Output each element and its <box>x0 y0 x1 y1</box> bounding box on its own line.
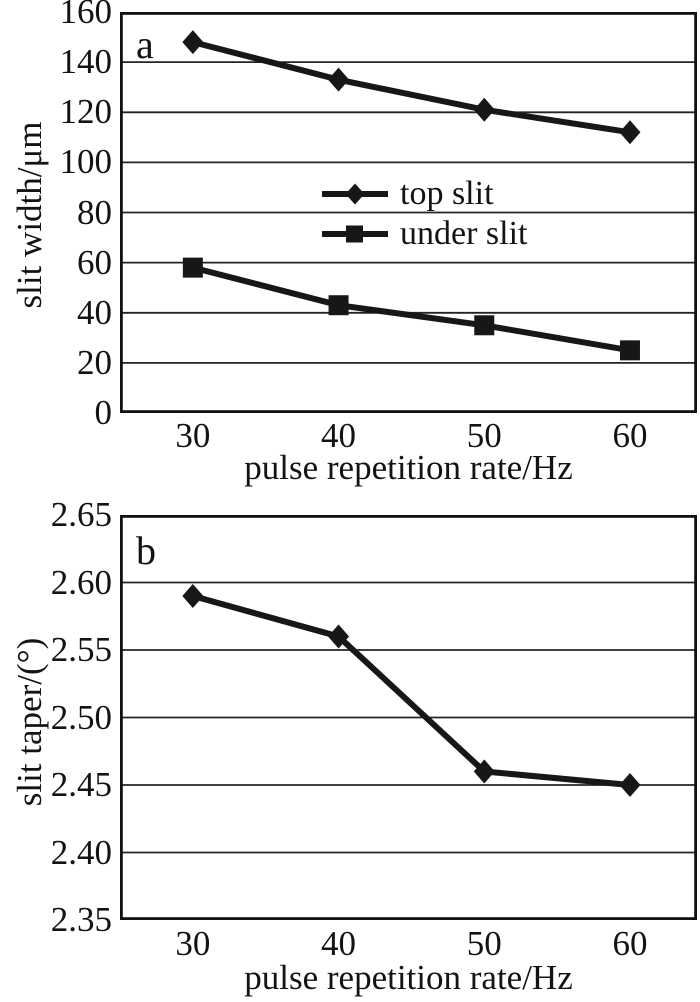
legend: top slit under slit <box>322 174 527 254</box>
diamond-marker-icon <box>619 120 641 145</box>
diamond-marker-icon <box>182 30 204 55</box>
y-tick-label: 2.65 <box>50 495 112 534</box>
y-tick-label: 2.50 <box>50 697 112 737</box>
x-tick-label: 30 <box>175 924 211 963</box>
diamond-marker-icon <box>322 183 388 205</box>
x-tick-label: 30 <box>175 416 211 455</box>
y-tick-label: 140 <box>59 42 113 82</box>
x-axis-label: pulse repetition rate/Hz <box>244 958 573 997</box>
x-axis-label: pulse repetition rate/Hz <box>244 448 573 487</box>
legend-label: under slit <box>400 215 528 252</box>
legend-item-under-slit: under slit <box>322 214 527 254</box>
y-tick-label: 2.60 <box>50 562 112 602</box>
square-marker-icon <box>182 257 203 278</box>
y-tick-label: 60 <box>77 242 112 282</box>
x-tick-label: 60 <box>612 924 648 963</box>
y-tick-label: 40 <box>77 292 112 332</box>
x-tick-label: 60 <box>612 416 648 455</box>
y-tick-label: 2.45 <box>50 765 112 804</box>
y-tick-label: 20 <box>77 342 112 382</box>
y-tick-label: 80 <box>77 192 112 232</box>
y-tick-label: 120 <box>59 92 113 132</box>
chart-a-slit-width: slit width/μm 0 20 40 60 80 100 120 140 160 a to… <box>0 0 700 500</box>
plot-area <box>120 12 697 413</box>
square-marker-icon <box>619 340 640 361</box>
diamond-marker-icon <box>328 624 350 649</box>
diamond-marker-icon <box>328 67 350 92</box>
diamond-marker-icon <box>473 97 495 122</box>
diamond-marker-icon <box>619 773 641 797</box>
square-marker-icon <box>474 315 495 336</box>
square-marker-icon <box>328 295 349 316</box>
diamond-marker-icon <box>473 759 495 784</box>
square-marker-icon <box>322 225 388 243</box>
y-tick-label: 0 <box>94 393 113 432</box>
chart-b-slit-taper: slit taper/(°) 2.35 2.40 2.45 2.50 2.55 2.60 2… <box>0 496 700 1002</box>
y-tick-label: 160 <box>59 0 113 31</box>
plot-area <box>120 515 697 920</box>
diamond-marker-icon <box>182 584 204 608</box>
y-tick-label: 100 <box>59 142 113 182</box>
x-tick-label: 50 <box>466 416 502 455</box>
panel-letter: a <box>136 22 154 67</box>
legend-item-top-slit: top slit <box>322 174 527 214</box>
panel-letter: b <box>136 528 156 573</box>
legend-label: top slit <box>400 175 494 212</box>
x-tick-label: 50 <box>466 924 502 963</box>
x-tick-label: 40 <box>321 416 357 455</box>
x-tick-label: 40 <box>321 924 357 963</box>
y-tick-label: 2.55 <box>50 630 112 669</box>
y-tick-label: 2.35 <box>50 900 112 939</box>
y-tick-label: 2.40 <box>50 832 112 872</box>
